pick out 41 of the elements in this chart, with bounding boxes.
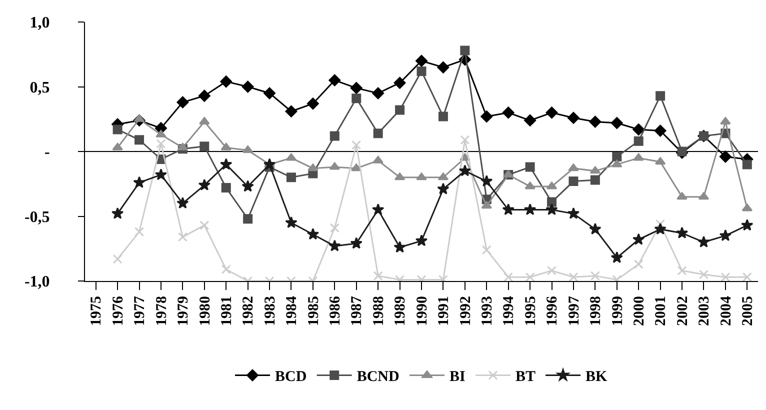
x-tick-label: 2005 (740, 296, 756, 326)
x-tick-label: 1976 (110, 296, 126, 326)
x-tick-label: 1987 (349, 296, 366, 326)
x-tick-label: 1977 (132, 296, 148, 326)
x-tick-label: 1993 (480, 296, 496, 326)
x-tick-label: 1985 (306, 296, 322, 326)
y-tick-label: -0,5 (24, 208, 50, 226)
legend-label: BI (450, 369, 466, 386)
x-tick-label: 1998 (588, 296, 604, 326)
x-tick-label: 1992 (458, 296, 474, 326)
x-tick-label: 1980 (197, 296, 214, 326)
legend-label: BK (586, 369, 608, 386)
y-tick-label: - (44, 144, 50, 162)
x-tick-label: 1999 (610, 296, 626, 326)
x-tick-label: 2002 (674, 296, 691, 326)
x-tick-label: 1988 (370, 296, 387, 326)
x-tick-label: 2001 (653, 296, 670, 326)
x-tick-label: 2004 (718, 296, 734, 326)
x-tick-label: 1983 (262, 296, 278, 326)
x-tick-label: 1997 (566, 296, 582, 326)
x-tick-label: 1979 (176, 296, 192, 326)
x-tick-label: 1990 (414, 296, 430, 326)
legend-label: BT (516, 369, 536, 386)
x-tick-label: 1995 (522, 296, 539, 326)
y-tick-label: 0,5 (30, 79, 50, 96)
x-tick-label: 1981 (218, 296, 235, 326)
x-tick-label: 2000 (631, 296, 648, 326)
x-tick-label: 1984 (284, 296, 300, 326)
x-tick-label: 1989 (392, 296, 409, 326)
x-tick-label: 1982 (240, 296, 257, 326)
x-tick-label: 1996 (544, 296, 561, 326)
legend-label: BCND (356, 369, 400, 386)
y-tick-label: -1,0 (24, 274, 50, 291)
legend-label: BCD (275, 369, 307, 386)
x-tick-label: 1994 (501, 296, 518, 326)
x-tick-label: 1978 (154, 296, 170, 326)
x-tick-label: 2003 (696, 296, 713, 326)
x-tick-label: 1975 (88, 296, 105, 326)
x-tick-label: 1986 (328, 296, 344, 326)
x-tick-label: 1991 (436, 296, 452, 326)
y-tick-label: 1,0 (30, 14, 50, 32)
